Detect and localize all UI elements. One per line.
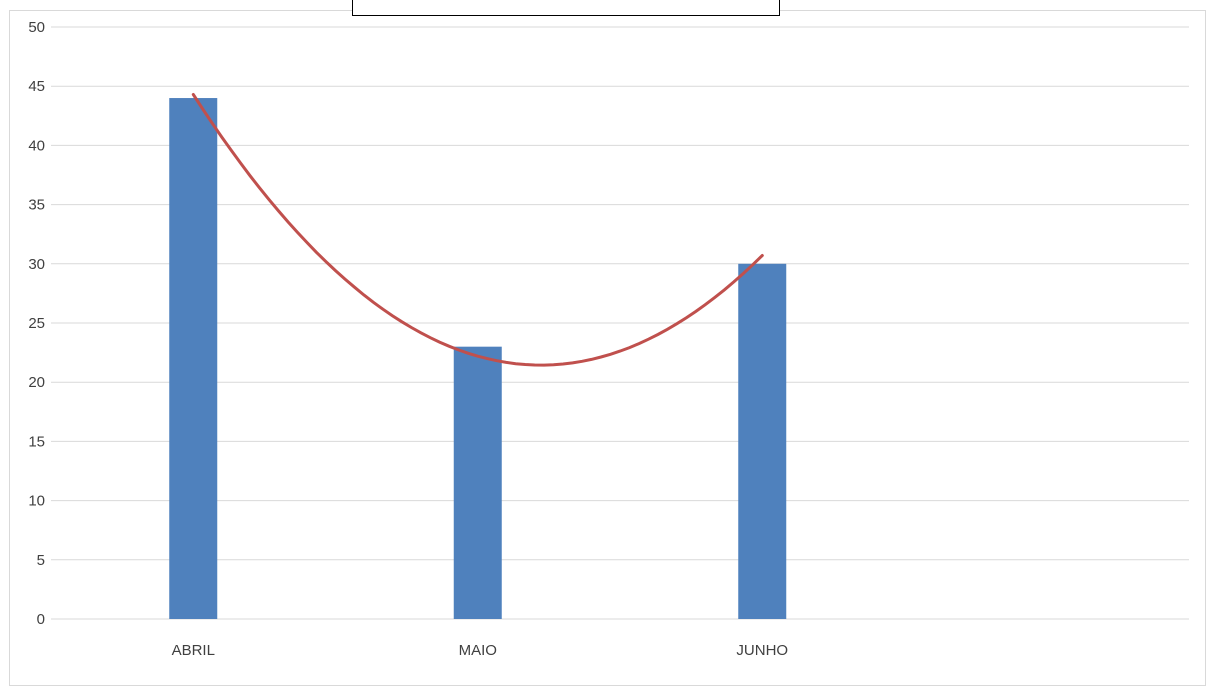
x-tick-label: MAIO: [459, 642, 497, 659]
y-tick-label: 5: [37, 552, 45, 569]
y-tick-label: 35: [28, 197, 45, 214]
y-tick-label: 50: [28, 19, 45, 36]
trendline-curve: [191, 93, 764, 367]
bars: [169, 98, 787, 620]
bar: [453, 346, 502, 619]
tick-labels: 0 5 10 15 20 25 30 35 40 45 50 ABRIL MAIO JUNHO: [28, 19, 788, 659]
y-tick-label: 0: [37, 611, 45, 628]
gridlines: [51, 26, 1189, 561]
bar: [738, 263, 787, 619]
bar: [169, 98, 218, 620]
y-tick-label: 20: [28, 374, 45, 391]
y-tick-label: 30: [28, 256, 45, 273]
trendline: [191, 93, 764, 367]
chart-title-box: [352, 0, 780, 16]
y-tick-label: 10: [28, 493, 45, 510]
y-tick-label: 40: [28, 137, 45, 154]
y-tick-label: 25: [28, 315, 45, 332]
y-tick-label: 45: [28, 78, 45, 95]
y-tick-label: 15: [28, 433, 45, 450]
x-tick-label: JUNHO: [736, 642, 788, 659]
x-tick-label: ABRIL: [172, 642, 215, 659]
